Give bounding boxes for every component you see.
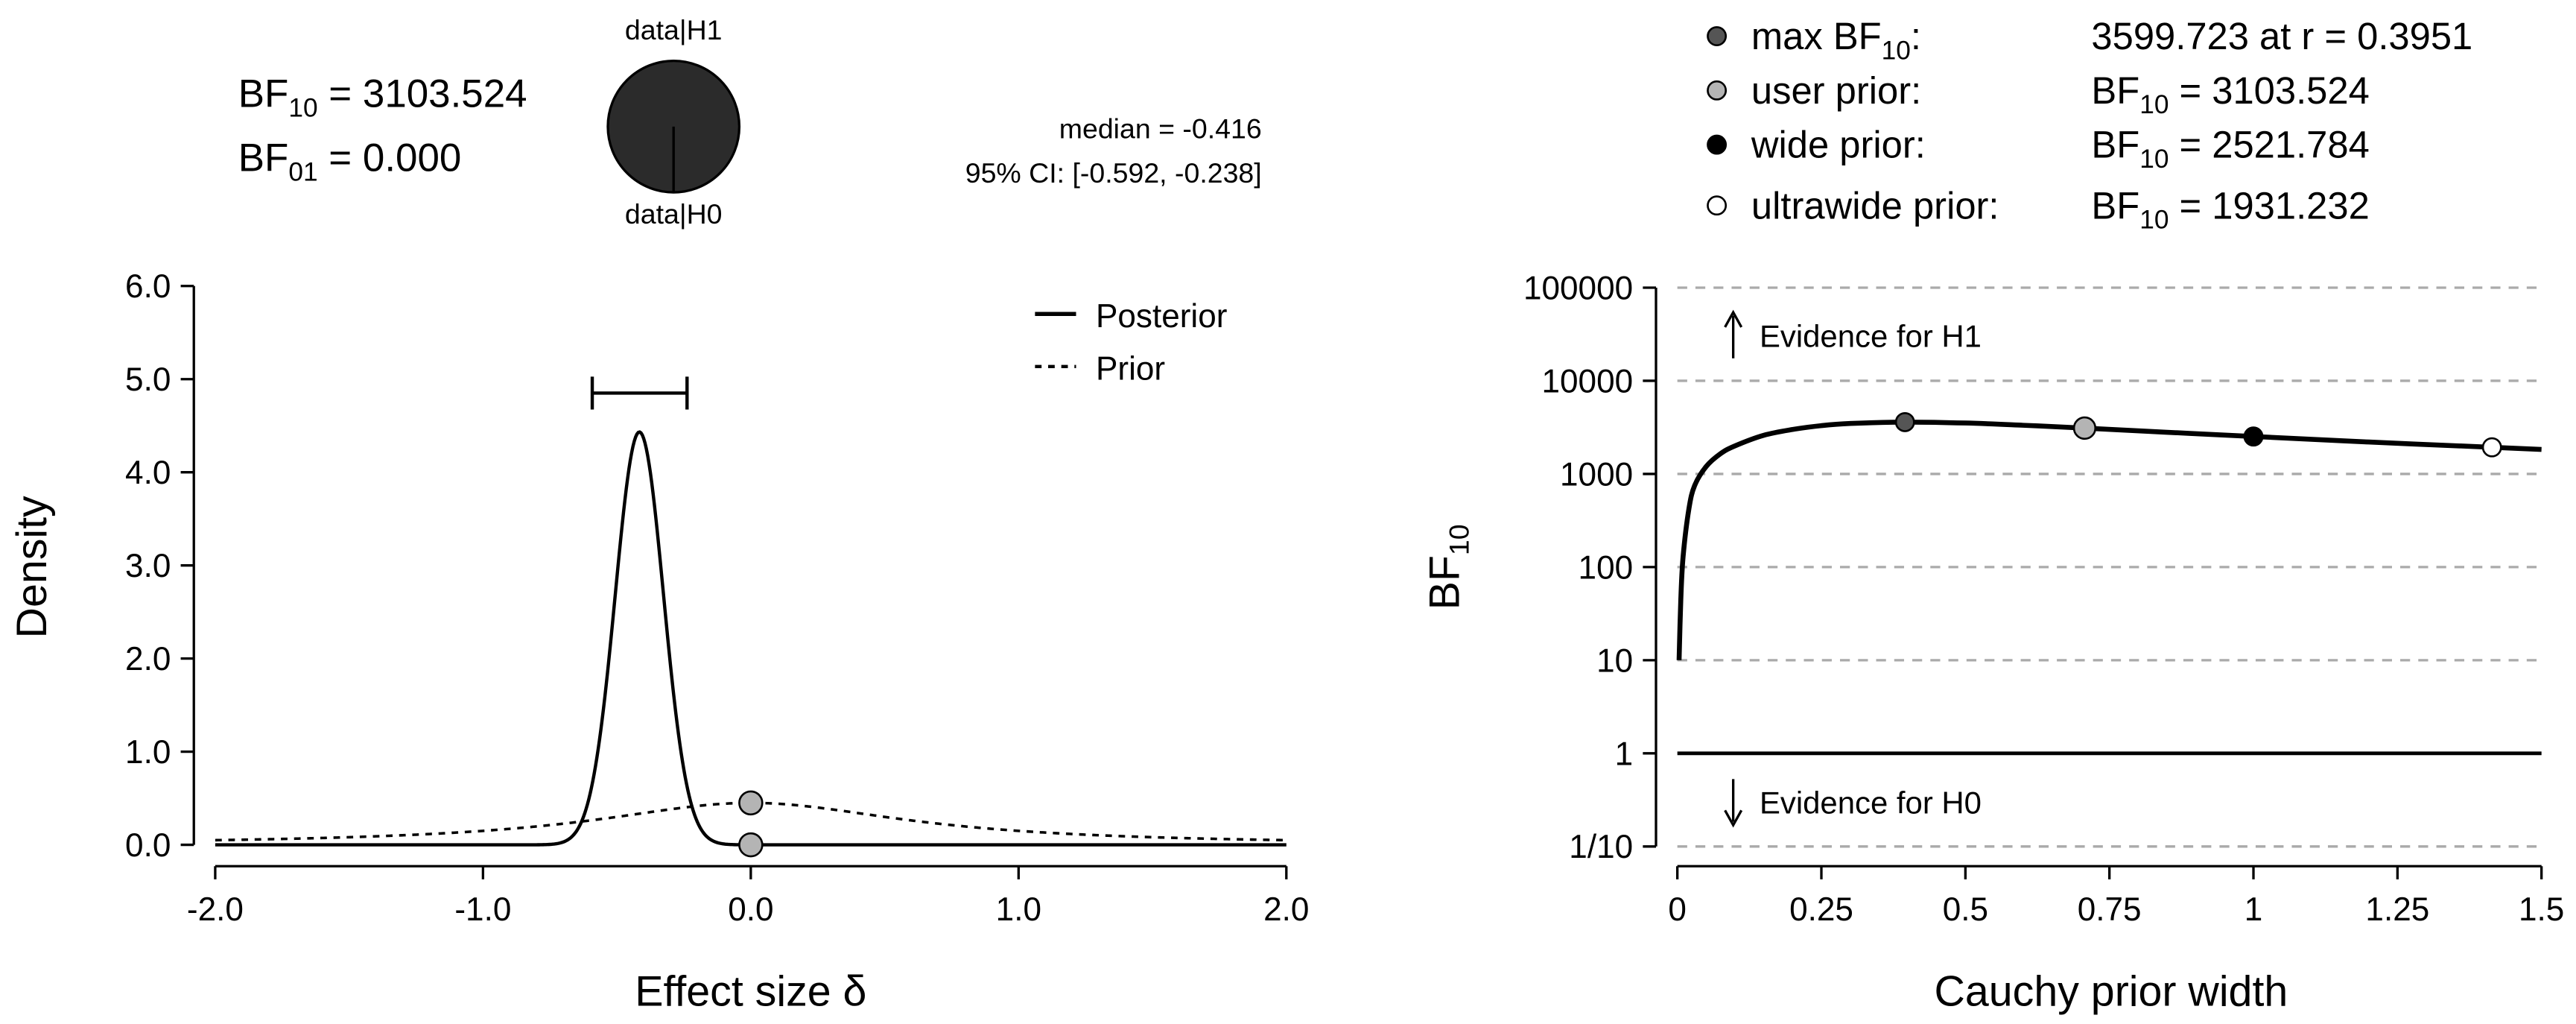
x-tick-label: -2.0: [187, 891, 244, 928]
legend-label-text: max BF: [1751, 15, 1882, 57]
legend-value-sub: 10: [2139, 90, 2169, 119]
y-tick-label: 3.0: [125, 548, 171, 584]
legend-label-text: ultrawide prior:: [1751, 184, 1999, 227]
legend-point: [1707, 80, 1728, 101]
bf01-text: BF01 = 0.000: [238, 136, 462, 186]
x-tick-label: 1.25: [2365, 891, 2429, 928]
y-tick-label: 6.0: [125, 268, 171, 305]
y-tick-label: 1: [1615, 736, 1634, 772]
posterior-at-zero-point: [738, 832, 764, 858]
arrow-down-head: [1724, 809, 1743, 828]
evidence-h0-annotation: Evidence for H0: [1724, 779, 1982, 828]
y-tick-label: 100000: [1523, 270, 1633, 306]
evidence-h1-text: Evidence for H1: [1760, 318, 1982, 353]
pie-top-label: data|H1: [625, 14, 723, 45]
x-tick-label: 2.0: [1263, 891, 1309, 928]
legend-point: [1707, 195, 1728, 216]
arrow-up-head: [1724, 309, 1743, 328]
ci-text: 95% CI: [-0.592, -0.238]: [965, 157, 1262, 189]
legend-label-sub: 10: [1882, 36, 1911, 65]
y-tick-label: 100: [1579, 549, 1634, 586]
evidence-h0-text: Evidence for H0: [1760, 786, 1982, 821]
y-tick-label: 10000: [1542, 363, 1634, 399]
median-text: median = -0.416: [1059, 113, 1262, 144]
legend-point: [1707, 26, 1728, 47]
legend-prior-label: Prior: [1096, 350, 1165, 387]
right-x-axis-title: Cauchy prior width: [1935, 968, 2288, 1016]
legend-posterior-label: Posterior: [1096, 298, 1227, 335]
legend-label: wide prior:: [1751, 124, 1926, 166]
wide-prior-point: [2243, 426, 2264, 447]
bf10-curve: [1676, 420, 2542, 660]
legend-value-post: = 2521.784: [2169, 124, 2369, 166]
legend-value-sub: 10: [2139, 206, 2169, 235]
max-prior-point: [1894, 411, 1915, 432]
y-tick-label: 2.0: [125, 641, 171, 677]
robustness-plot: 1/10 1 10 100 1000 10000 100000 0 0.25 0.5 0.75 1 1.…: [1523, 270, 2564, 928]
left-x-axis-title: Effect size δ: [635, 968, 866, 1016]
x-tick-label: 0.5: [1943, 891, 1988, 928]
legend-value-text: BF: [2091, 124, 2139, 166]
x-tick-label: 0.25: [1789, 891, 1853, 928]
x-tick-label: 1.5: [2519, 891, 2564, 928]
evidence-h1-annotation: Evidence for H1: [1724, 309, 1982, 358]
y-tick-label: 1/10: [1569, 829, 1633, 865]
x-tick-label: -1.0: [454, 891, 511, 928]
prior-posterior-plot: 0.0 1.0 2.0 3.0 4.0 5.0 6.0 -2.0 -1.0 0.0 1.0 2.0: [125, 268, 1309, 928]
y-tick-label: 5.0: [125, 361, 171, 398]
bf10-text: BF10 = 3103.524: [238, 72, 527, 122]
legend-label-text: user prior:: [1751, 69, 1921, 112]
legend-value-text: 3599.723 at r = 0.3951: [2091, 15, 2472, 57]
legend-value: 3599.723 at r = 0.3951: [2091, 15, 2472, 57]
legend-label: max BF10:: [1751, 15, 1921, 65]
prior-at-zero-point: [738, 790, 764, 816]
x-tick-label: 1.0: [996, 891, 1041, 928]
left-header: BF10 = 3103.524 BF01 = 0.000 data|H1 dat…: [238, 14, 1262, 230]
legend-label-text: wide prior:: [1751, 124, 1926, 166]
left-y-axis-title: Density: [8, 496, 56, 638]
x-tick-label: 1: [2245, 891, 2263, 928]
legend-value: BF10 = 1931.232: [2091, 184, 2369, 234]
x-tick-label: 0: [1668, 891, 1687, 928]
legend-label: ultrawide prior:: [1751, 184, 1999, 227]
legend-value-text: BF: [2091, 184, 2139, 227]
legend-value-post: = 1931.232: [2169, 184, 2369, 227]
legend-label: user prior:: [1751, 69, 1921, 112]
ultrawide-prior-point: [2481, 437, 2502, 458]
x-tick-label: 0.75: [2078, 891, 2142, 928]
y-tick-label: 1.0: [125, 734, 171, 771]
y-tick-label: 1000: [1560, 456, 1633, 493]
right-y-axis-title: BF10: [1421, 524, 1474, 610]
legend-value: BF10 = 3103.524: [2091, 69, 2369, 119]
x-tick-label: 0.0: [728, 891, 773, 928]
posterior-line: [215, 430, 1287, 847]
legend-value-text: BF: [2091, 69, 2139, 112]
y-tick-label: 0.0: [125, 827, 171, 864]
legend-value-sub: 10: [2139, 145, 2169, 174]
left-legend: Posterior Prior: [1035, 298, 1227, 387]
legend-label-post: :: [1911, 15, 1921, 57]
pie-bottom-label: data|H0: [625, 198, 723, 230]
legend-point: [1707, 134, 1728, 155]
user-prior-point: [2072, 416, 2097, 440]
prior-line: [215, 801, 1287, 842]
legend-value: BF10 = 2521.784: [2091, 124, 2369, 174]
y-tick-label: 10: [1596, 642, 1633, 679]
y-tick-label: 4.0: [125, 455, 171, 491]
legend-value-post: = 3103.524: [2169, 69, 2369, 112]
